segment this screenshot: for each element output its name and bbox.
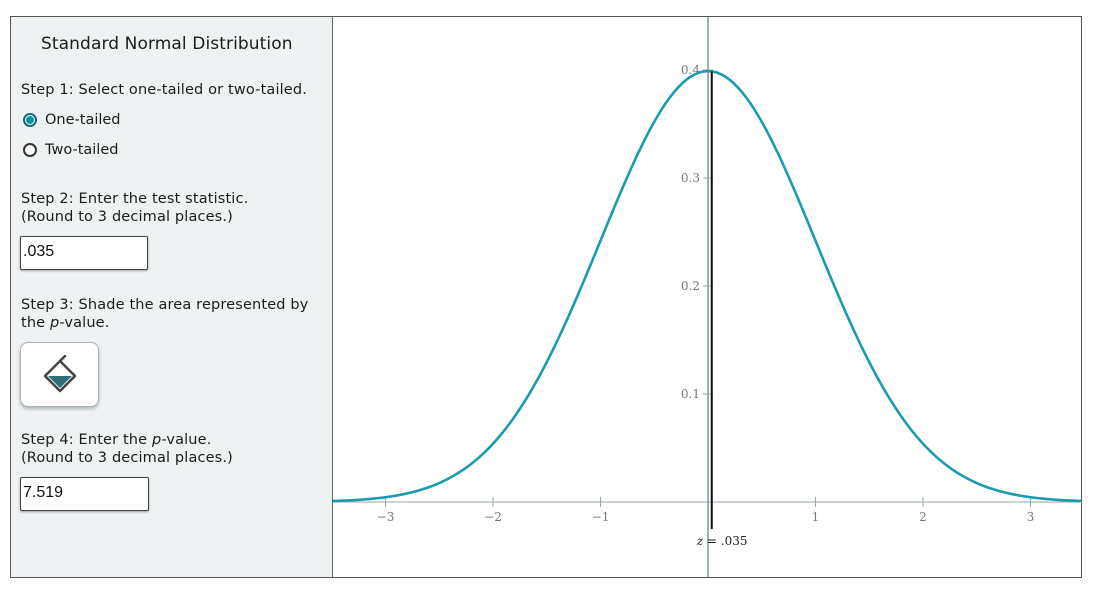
panel-title: Standard Normal Distribution <box>41 34 293 54</box>
step3-line2-post: -value. <box>59 315 110 331</box>
step4-line1-italic: p <box>151 432 162 448</box>
two-tailed-option[interactable]: Two-tailed <box>23 140 118 160</box>
x-tick-label-0: −3 <box>377 510 395 524</box>
test-statistic-input[interactable]: .035 <box>20 236 148 270</box>
one-tailed-label[interactable]: One-tailed <box>45 112 121 128</box>
step4-line2: (Round to 3 decimal places.) <box>21 450 233 466</box>
step3-line2-italic: p <box>50 315 60 331</box>
step2-label: Step 2: Enter the test statistic. (Round… <box>21 190 248 226</box>
step3-line1: Step 3: Shade the area represented by <box>21 297 309 313</box>
y-tick-label-0: 0.1 <box>681 387 700 401</box>
radio-unchecked-icon[interactable] <box>23 143 37 157</box>
step3-label: Step 3: Shade the area represented by th… <box>21 296 308 332</box>
step4-label: Step 4: Enter the p-value. (Round to 3 d… <box>21 431 233 467</box>
radio-checked-icon[interactable] <box>23 113 37 127</box>
y-tick-label-1: 0.2 <box>681 279 700 293</box>
paint-bucket-icon <box>43 354 76 392</box>
step2-line2: (Round to 3 decimal places.) <box>21 209 233 225</box>
step4-line1-pre: Step 4: Enter the <box>21 432 152 448</box>
step3-line2-pre: the <box>21 315 51 331</box>
p-value-input[interactable]: 7.519 <box>20 477 149 511</box>
x-tick-label-3: 1 <box>812 510 820 524</box>
step4-line1-post: -value. <box>161 432 212 448</box>
step1-label: Step 1: Select one-tailed or two-tailed. <box>21 82 307 98</box>
density-curve <box>333 69 1082 503</box>
app-window: Standard Normal Distribution Step 1: Sel… <box>10 16 1082 578</box>
shade-area-button[interactable] <box>20 342 99 407</box>
normal-distribution-plot[interactable]: −3 −2 −1 1 2 3 0.1 0.2 0.3 0.4 z = .035 <box>333 17 1082 577</box>
x-tick-label-5: 3 <box>1027 510 1035 524</box>
y-tick-label-2: 0.3 <box>681 171 700 185</box>
step4-line1: Step 4: Enter the p-value. <box>21 431 233 449</box>
step3-line2: the p-value. <box>21 314 308 332</box>
x-tick-label-1: −2 <box>484 510 502 524</box>
one-tailed-option[interactable]: One-tailed <box>23 110 121 130</box>
control-panel: Standard Normal Distribution Step 1: Sel… <box>11 17 333 577</box>
z-marker-label: z = .035 <box>696 534 748 548</box>
x-tick-label-2: −1 <box>592 510 610 524</box>
x-tick-label-4: 2 <box>919 510 927 524</box>
y-tick-label-3: 0.4 <box>681 63 700 77</box>
two-tailed-label[interactable]: Two-tailed <box>45 142 119 158</box>
step2-line1: Step 2: Enter the test statistic. <box>21 191 249 207</box>
